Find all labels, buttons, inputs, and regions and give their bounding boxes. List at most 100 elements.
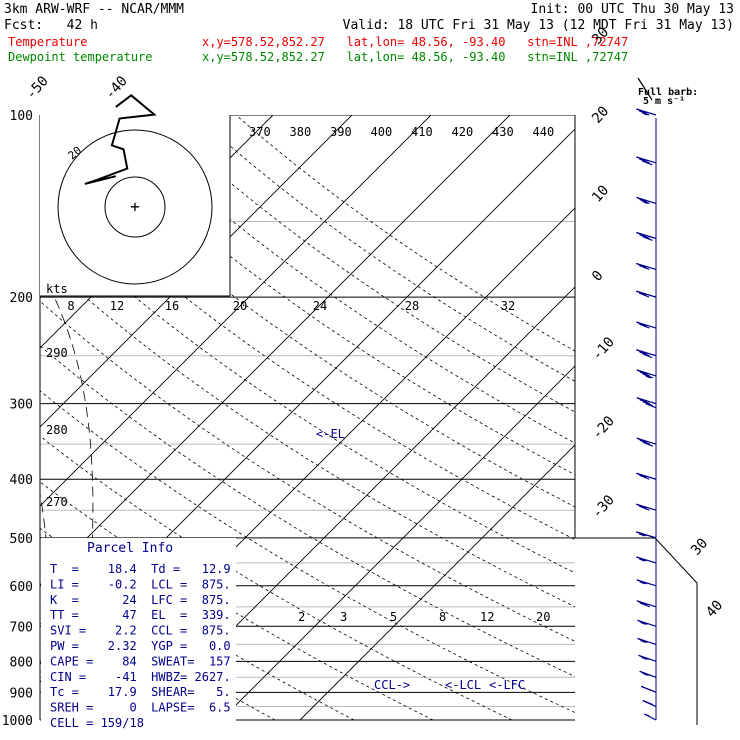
- dry-adiabat-label: 290: [46, 346, 68, 360]
- valid-time: Valid: 18 UTC Fri 31 May 13 (12 MDT Fri …: [342, 18, 734, 33]
- dry-adiabat-line: [40, 167, 575, 541]
- isotherm-label: 20: [589, 103, 612, 126]
- isotherm-label: 30: [688, 535, 711, 558]
- parcel-info-row: SREH = 0 LAPSE= 6.5: [50, 701, 231, 715]
- wind-barb: [636, 437, 657, 447]
- wind-barb-flag: [636, 321, 647, 327]
- parcel-info-row: SVI = 2.2 CCL = 875.: [50, 624, 231, 638]
- barb-legend-unit: 5 m s⁻¹: [643, 96, 685, 107]
- wind-barb-flag: [639, 505, 650, 511]
- mixing-ratio-label: 5: [390, 610, 397, 624]
- wind-barb: [636, 397, 657, 409]
- wind-barb: [636, 321, 657, 329]
- legend-temperature-label: Temperature: [8, 35, 88, 49]
- wind-barb-flag: [642, 401, 654, 407]
- wind-barb-flag: [642, 699, 653, 706]
- wind-barb-flag: [637, 619, 648, 625]
- wind-barb: [635, 531, 657, 539]
- wind-barb-half-flag: [639, 558, 645, 562]
- wind-barb-flag: [639, 351, 650, 357]
- wind-barb-flag: [639, 602, 651, 608]
- wind-barb: [636, 503, 657, 511]
- parcel-info-row: CAPE = 84 SWEAT= 157: [50, 654, 231, 668]
- hodograph-center-marker: +: [130, 197, 140, 216]
- moist-adiabat-label: 32: [501, 299, 515, 313]
- wind-barb: [637, 637, 657, 645]
- wind-barb-half-flag: [642, 672, 648, 676]
- lfc-marker: <-LFC: [489, 678, 525, 692]
- pressure-tick-label: 400: [10, 473, 33, 488]
- wind-barb: [636, 556, 657, 564]
- wind-barb-flag: [642, 160, 653, 166]
- parcel-info-row: LI = -0.2 LCL = 875.: [50, 577, 231, 591]
- wind-barb-flag: [642, 353, 653, 359]
- hodograph-trace: [84, 94, 157, 185]
- wind-barb-flag: [639, 399, 651, 405]
- wind-barb-flag: [636, 600, 648, 606]
- wind-barb: [644, 713, 657, 721]
- wind-barb-flag: [639, 670, 650, 676]
- isotherm-line: [40, 115, 432, 507]
- isotherm-label: 30: [589, 24, 612, 47]
- mixing-ratio-label: 20: [536, 610, 550, 624]
- legend-dewpoint-info: x,y=578.52,852.27 lat,lon= 48.56, -93.40…: [202, 50, 629, 64]
- isotherm-line: [299, 444, 575, 721]
- isotherm-label: 40: [703, 597, 726, 620]
- wind-barb-flag: [639, 110, 650, 116]
- wind-barb-flag: [636, 503, 647, 509]
- isotherm-label: -50: [23, 73, 52, 103]
- wind-barb-flag: [642, 441, 654, 447]
- wind-barb-flag: [636, 579, 648, 585]
- wind-barb-flag: [636, 397, 648, 403]
- wind-barb-flag: [639, 264, 650, 270]
- wind-barb-flag: [639, 323, 650, 329]
- moist-adiabat-label: 16: [165, 299, 179, 313]
- wind-barb-flag: [636, 556, 647, 562]
- wind-barb: [636, 349, 657, 359]
- wind-barb-flag: [636, 196, 647, 202]
- hodograph-ring-outer: [57, 129, 213, 285]
- wind-barb: [639, 670, 657, 678]
- theta-label: 380: [290, 125, 312, 139]
- wind-barb-half-flag: [644, 713, 650, 717]
- dry-adiabat-line: [40, 211, 575, 574]
- lcl-marker: <-LCL: [445, 678, 481, 692]
- wind-barb-half-flag: [638, 533, 645, 537]
- theta-label: 420: [452, 125, 474, 139]
- wind-barb-flag: [639, 198, 650, 204]
- parcel-info-row: Tc = 17.9 SHEAR= 5.: [50, 685, 231, 699]
- mixing-ratio-label: 8: [439, 610, 446, 624]
- wind-barb-flag: [639, 233, 650, 240]
- wind-barb-flag: [637, 637, 648, 643]
- moist-adiabat-label: 8: [67, 299, 74, 313]
- parcel-info-row: CELL = 159/18: [50, 716, 144, 730]
- isotherm-label: -10: [589, 334, 618, 364]
- wind-barb: [637, 619, 657, 627]
- parcel-info-row: TT = 47 EL = 339.: [50, 608, 231, 622]
- wind-barb-flag: [636, 262, 647, 268]
- wind-barb-half-flag: [642, 200, 648, 204]
- wind-barb-flag: [638, 292, 650, 298]
- parcel-info-row: PW = 2.32 YGP = 0.0: [50, 639, 231, 653]
- barb-legend-label: Full barb:: [638, 87, 698, 98]
- wind-barb-flag: [639, 158, 650, 164]
- wind-barb-flag: [638, 654, 649, 660]
- wind-barb: [636, 600, 657, 608]
- isotherm-line: [220, 365, 575, 721]
- dry-adiabat-line: [40, 435, 513, 721]
- wind-barb-half-flag: [640, 639, 646, 643]
- barb-legend-shaft: [637, 77, 653, 101]
- theta-label: 390: [330, 125, 352, 139]
- hodograph-ring-inner: [104, 176, 166, 238]
- wind-barb-flag: [636, 437, 648, 443]
- hodograph-speed-unit: kts: [46, 282, 68, 296]
- wind-barb-flag: [636, 156, 647, 162]
- mixing-ratio-label: 3: [340, 610, 347, 624]
- wind-barb-flag: [645, 403, 657, 409]
- wind-barb-half-flag: [642, 112, 648, 116]
- wind-barb: [636, 262, 657, 271]
- parcel-info-row: K = 24 LFC = 875.: [50, 593, 231, 607]
- isotherm-label: -30: [589, 492, 618, 522]
- wind-barb-half-flag: [641, 656, 647, 660]
- ccl-marker: CCL->: [374, 678, 410, 692]
